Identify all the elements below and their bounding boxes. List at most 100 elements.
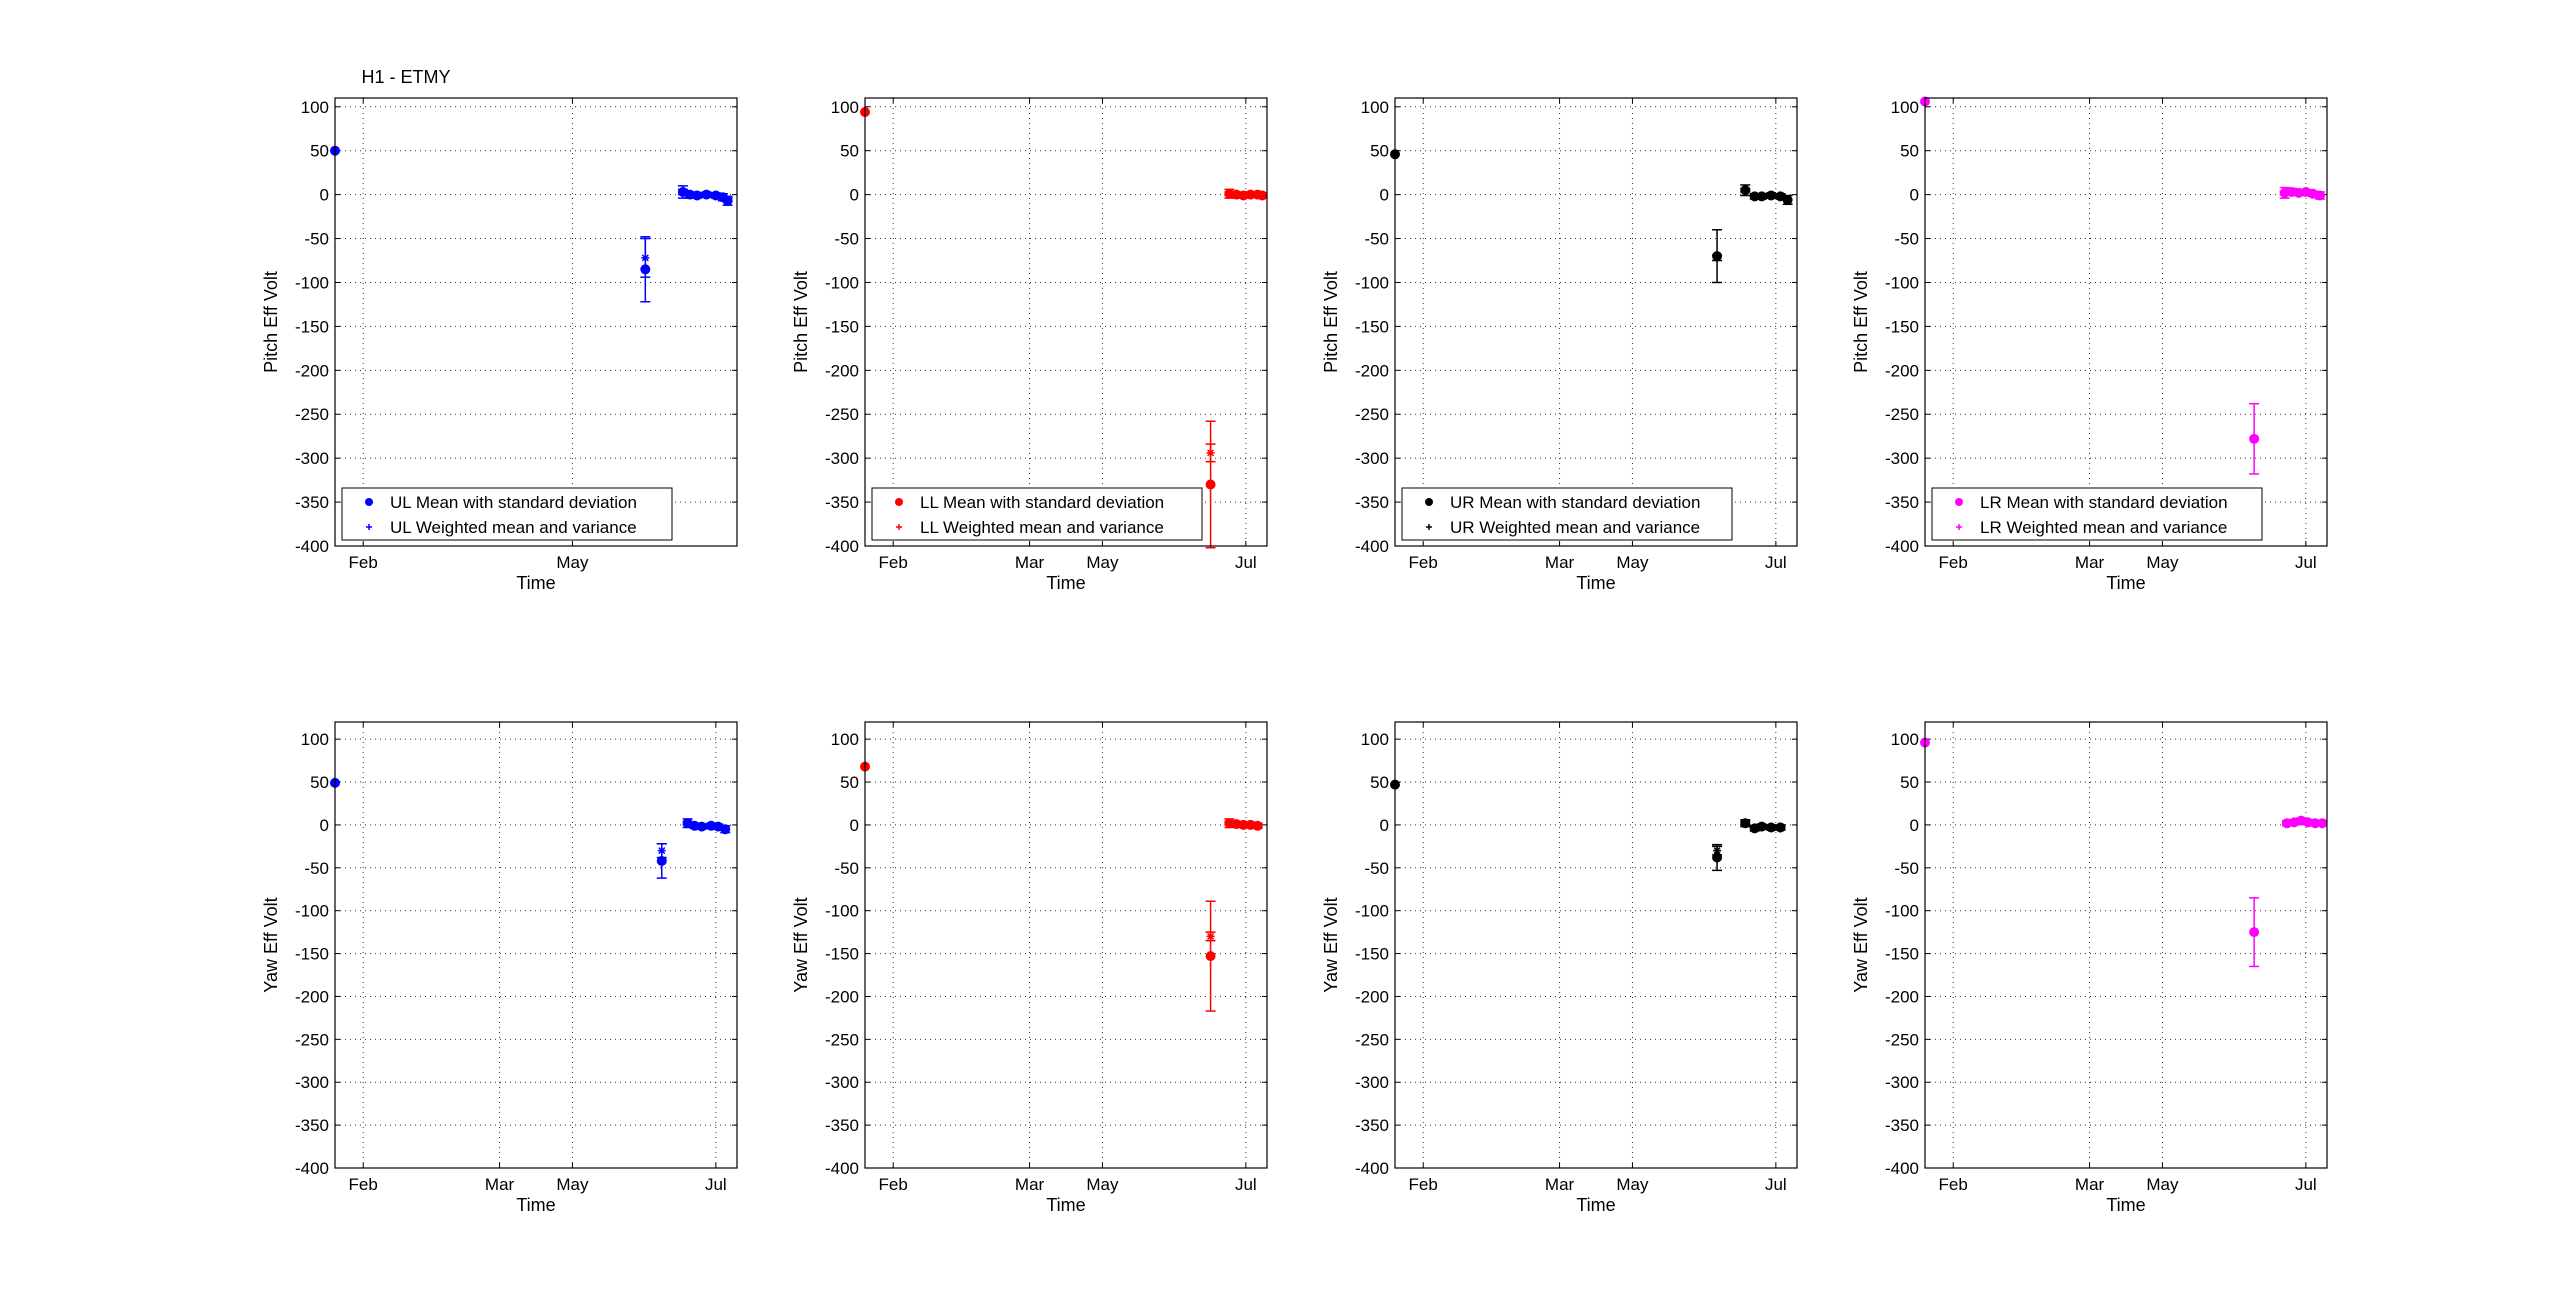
weighted-point [2294,188,2303,197]
weighted-point [2311,819,2320,828]
subplot-3: 100 50 0 -50 -100 -150 -200 -250 -300 -350 -400 Feb… [1321,97,1798,593]
subplot-2: 100 50 0 -50 -100 -150 -200 -250 -300 -350 -400 Feb… [791,97,1268,593]
weighted-point [1206,932,1215,941]
weighted-point [683,819,692,828]
weighted-series [1712,819,1786,856]
weighted-point [1776,823,1785,832]
weighted-point [678,187,687,196]
axes-frame [864,97,1268,547]
legend-box [1931,487,2263,541]
y-tick-label: -250 [825,405,859,424]
weighted-point [1206,448,1215,457]
y-tick-label: -150 [295,945,329,964]
y-tick-label: -50 [304,859,329,878]
weighted-point [1239,191,1248,200]
legend-label: LL Weighted mean and variance [920,518,1164,537]
x-tick-label: Mar [1545,553,1575,572]
y-axis-label: Pitch Eff Volt [791,271,811,373]
subplot-5: 100 50 0 -50 -100 -150 -200 -250 -300 -350 -400 Feb… [261,721,738,1215]
x-tick-label: Mar [2075,553,2105,572]
weighted-point [1757,192,1766,201]
plot-area [1925,98,2327,546]
legend-label: UR Weighted mean and variance [1450,518,1700,537]
weighted-point [1757,822,1766,831]
y-tick-label: -350 [295,1116,329,1135]
y-tick-label: -150 [1885,945,1919,964]
legend-marker [365,498,373,506]
y-tick-label: -350 [1885,1116,1919,1135]
legend: LR Mean with standard deviation LR Weight… [1931,487,2263,541]
legend-marker [895,498,903,506]
y-tick-label: -400 [1885,537,1919,556]
x-tick-label: May [1616,553,1649,572]
axes-frame [334,97,738,547]
y-tick-label: -100 [1885,273,1919,292]
y-tick-label: -200 [1355,361,1389,380]
x-axis-label: Time [1046,1195,1085,1215]
x-axis-label: Time [1576,573,1615,593]
x-tick-label: May [1086,1175,1119,1194]
mean-point [2249,433,2260,444]
axes-frame [864,721,1268,1169]
weighted-point [1253,821,1262,830]
axes-frame [1394,97,1798,547]
legend-label: LL Mean with standard deviation [920,493,1164,512]
mean-point [1205,951,1216,962]
y-tick-label: 50 [1370,773,1389,792]
y-tick-label: -250 [295,405,329,424]
y-tick-label: 0 [320,186,329,205]
y-tick-label: -50 [1894,859,1919,878]
x-axis-label: Time [1046,573,1085,593]
weighted-point [1776,192,1785,201]
weighted-point [1741,186,1750,195]
legend-marker [1426,524,1432,530]
weighted-point [1713,253,1722,262]
y-tick-label: -150 [295,317,329,336]
y-tick-label: -100 [825,902,859,921]
y-tick-label: -350 [825,493,859,512]
y-tick-label: 100 [831,98,859,117]
y-tick-label: -350 [295,493,329,512]
y-tick-label: -50 [1364,859,1389,878]
x-tick-label: Mar [1545,1175,1575,1194]
y-axis-label: Yaw Eff Volt [261,897,281,992]
chart-title: H1 - ETMY [361,67,450,87]
y-tick-label: -200 [295,987,329,1006]
y-tick-label: -200 [1885,361,1919,380]
weighted-series [656,819,724,859]
y-tick-label: -150 [1355,945,1389,964]
legend: LL Mean with standard deviation LL Weight… [871,487,1203,541]
legend-label: LR Mean with standard deviation [1980,493,2228,512]
weighted-point [714,822,723,831]
y-tick-label: -50 [1894,230,1919,249]
x-tick-label: May [2146,1175,2179,1194]
weighted-point [1239,820,1248,829]
y-tick-label: -100 [825,273,859,292]
plot-area [335,722,737,1168]
x-tick-label: Mar [485,1175,515,1194]
y-tick-label: -200 [825,987,859,1006]
weighted-point [711,191,720,200]
weighted-series [2282,816,2321,828]
weighted-point [697,822,706,831]
x-tick-label: Jul [2295,1175,2317,1194]
y-tick-label: -400 [295,537,329,556]
y-tick-label: -150 [825,945,859,964]
y-tick-label: -50 [834,859,859,878]
weighted-series [1205,819,1263,942]
y-tick-label: -250 [825,1030,859,1049]
x-tick-label: Feb [1939,1175,1968,1194]
y-tick-label: -200 [1355,987,1389,1006]
y-tick-label: -100 [1885,902,1919,921]
x-tick-label: Feb [879,1175,908,1194]
mean-point [2249,927,2260,938]
plot-area [1925,722,2327,1168]
y-tick-label: 100 [1361,730,1389,749]
y-tick-label: -300 [825,449,859,468]
y-tick-label: 50 [840,773,859,792]
y-tick-label: -300 [1885,1073,1919,1092]
y-tick-label: 100 [1891,98,1919,117]
y-tick-label: -50 [1364,230,1389,249]
weighted-series [1205,189,1263,463]
